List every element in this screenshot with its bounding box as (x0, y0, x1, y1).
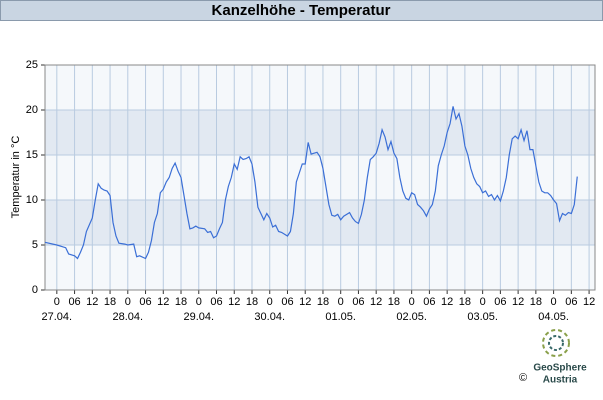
x-tick-label: 0 (125, 296, 131, 308)
band (45, 200, 595, 245)
y-axis-label: Temperatur in °C (10, 136, 22, 219)
x-tick-label: 0 (196, 296, 202, 308)
y-tick-label: 5 (32, 239, 38, 251)
temperature-line (44, 106, 578, 260)
y-tick-label: 15 (26, 149, 38, 161)
x-date-label: 29.04. (183, 311, 214, 323)
x-tick-label: 12 (370, 296, 382, 308)
x-tick-label: 12 (512, 296, 524, 308)
y-tick-label: 0 (32, 284, 38, 296)
x-tick-label: 06 (210, 296, 222, 308)
x-tick-label: 18 (388, 296, 400, 308)
x-tick-label: 0 (480, 296, 486, 308)
x-tick-label: 12 (441, 296, 453, 308)
x-tick-label: 06 (423, 296, 435, 308)
copyright: © (519, 372, 527, 384)
band (45, 65, 595, 110)
x-tick-label: 06 (139, 296, 151, 308)
band (45, 110, 595, 155)
logo-sub: Austria (543, 375, 578, 386)
x-tick-label: 06 (281, 296, 293, 308)
band (45, 245, 595, 290)
x-tick-label: 06 (68, 296, 80, 308)
x-tick-label: 06 (494, 296, 506, 308)
x-date-label: 28.04. (112, 311, 143, 323)
logo-name: GeoSphere (533, 363, 587, 374)
x-tick-label: 18 (317, 296, 329, 308)
logo: GeoSphere Austria © (519, 329, 587, 386)
x-tick-label: 18 (104, 296, 116, 308)
logo-mark (548, 335, 564, 351)
y-tick-label: 25 (26, 59, 38, 71)
chart-title: Kanzelhöhe - Temperatur (212, 2, 391, 19)
logo-mark (542, 329, 570, 357)
y-tick-label: 20 (26, 104, 38, 116)
x-tick-label: 18 (175, 296, 187, 308)
x-tick-label: 12 (299, 296, 311, 308)
x-tick-label: 18 (530, 296, 542, 308)
x-tick-label: 18 (459, 296, 471, 308)
x-tick-label: 12 (157, 296, 169, 308)
x-date-label: 01.05. (325, 311, 356, 323)
x-date-label: 27.04. (42, 311, 73, 323)
x-date-label: 02.05. (396, 311, 427, 323)
x-tick-label: 0 (409, 296, 415, 308)
x-tick-label: 0 (54, 296, 60, 308)
x-tick-label: 12 (86, 296, 98, 308)
x-tick-label: 0 (551, 296, 557, 308)
x-date-label: 04.05. (538, 311, 569, 323)
x-tick-label: 0 (338, 296, 344, 308)
x-tick-label: 18 (246, 296, 258, 308)
x-date-label: 30.04. (254, 311, 285, 323)
y-tick-label: 10 (26, 194, 38, 206)
x-tick-label: 12 (228, 296, 240, 308)
x-date-label: 03.05. (467, 311, 498, 323)
x-tick-label: 12 (583, 296, 595, 308)
x-tick-label: 06 (565, 296, 577, 308)
plot-frame (44, 64, 596, 291)
x-tick-label: 0 (267, 296, 273, 308)
x-tick-label: 06 (352, 296, 364, 308)
